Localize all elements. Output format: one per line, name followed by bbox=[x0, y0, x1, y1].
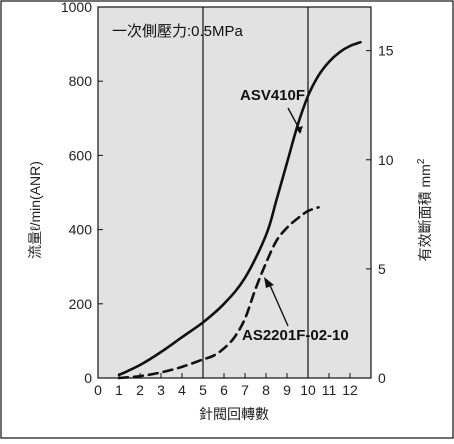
condition-label: 一次側壓力:0.5MPa bbox=[112, 23, 244, 40]
y-right-tick-label: 0 bbox=[378, 370, 386, 386]
series-line-as2201f bbox=[117, 206, 320, 380]
y-left-tick-label: 200 bbox=[69, 296, 93, 312]
y-axis-right-title: 有效斷面積 mm2 bbox=[416, 158, 433, 261]
y-left-tick-label: 800 bbox=[69, 73, 93, 89]
x-tick-label: 4 bbox=[178, 382, 186, 398]
x-tick-label: 2 bbox=[136, 382, 144, 398]
x-tick-label: 7 bbox=[241, 382, 249, 398]
x-tick-label: 6 bbox=[220, 382, 228, 398]
x-tick-label: 11 bbox=[322, 382, 337, 398]
grid-lines bbox=[202, 7, 309, 378]
plot-area bbox=[97, 6, 372, 379]
x-tick-label: 8 bbox=[262, 382, 270, 398]
y-left-tick-label: 0 bbox=[84, 370, 92, 386]
leader-arrow-asv410f bbox=[296, 126, 303, 134]
x-tick-label: 10 bbox=[300, 382, 316, 398]
x-tick-label: 1 bbox=[115, 382, 123, 398]
leader-arrow-as2201f bbox=[264, 277, 274, 288]
x-tick-label: 0 bbox=[94, 382, 102, 398]
y-axis-left-title: 流量ℓ/min(ANR) bbox=[27, 161, 43, 259]
leader-line-as2201f bbox=[268, 282, 289, 327]
y-right-tick-label: 15 bbox=[378, 43, 394, 59]
x-tick-label: 3 bbox=[157, 382, 165, 398]
y-left-tick-label: 400 bbox=[69, 222, 93, 238]
series-label-as2201f: AS2201F-02-10 bbox=[242, 327, 349, 344]
x-tick-label: 9 bbox=[283, 382, 291, 398]
y-right-tick-label: 10 bbox=[378, 152, 394, 168]
y-left-tick-label: 1000 bbox=[61, 0, 92, 15]
y-axis-right-title-group: 有效斷面積 mm2 bbox=[416, 158, 433, 261]
y-left-tick-label: 600 bbox=[69, 147, 93, 163]
y-axis-right-title-text: 有效斷面積 mm bbox=[417, 164, 433, 261]
series-lines bbox=[117, 40, 362, 380]
annotations: ASV410F AS2201F-02-10 bbox=[240, 87, 349, 344]
x-tick-label: 12 bbox=[342, 382, 358, 398]
y-axis-right-title-sup: 2 bbox=[416, 158, 427, 164]
y-right-tick-label: 5 bbox=[378, 261, 386, 277]
series-label-asv410f: ASV410F bbox=[240, 87, 305, 104]
x-axis-title: 針閥回轉數 bbox=[199, 406, 269, 422]
series-line-asv410f bbox=[117, 40, 362, 377]
x-tick-label: 5 bbox=[199, 382, 207, 398]
